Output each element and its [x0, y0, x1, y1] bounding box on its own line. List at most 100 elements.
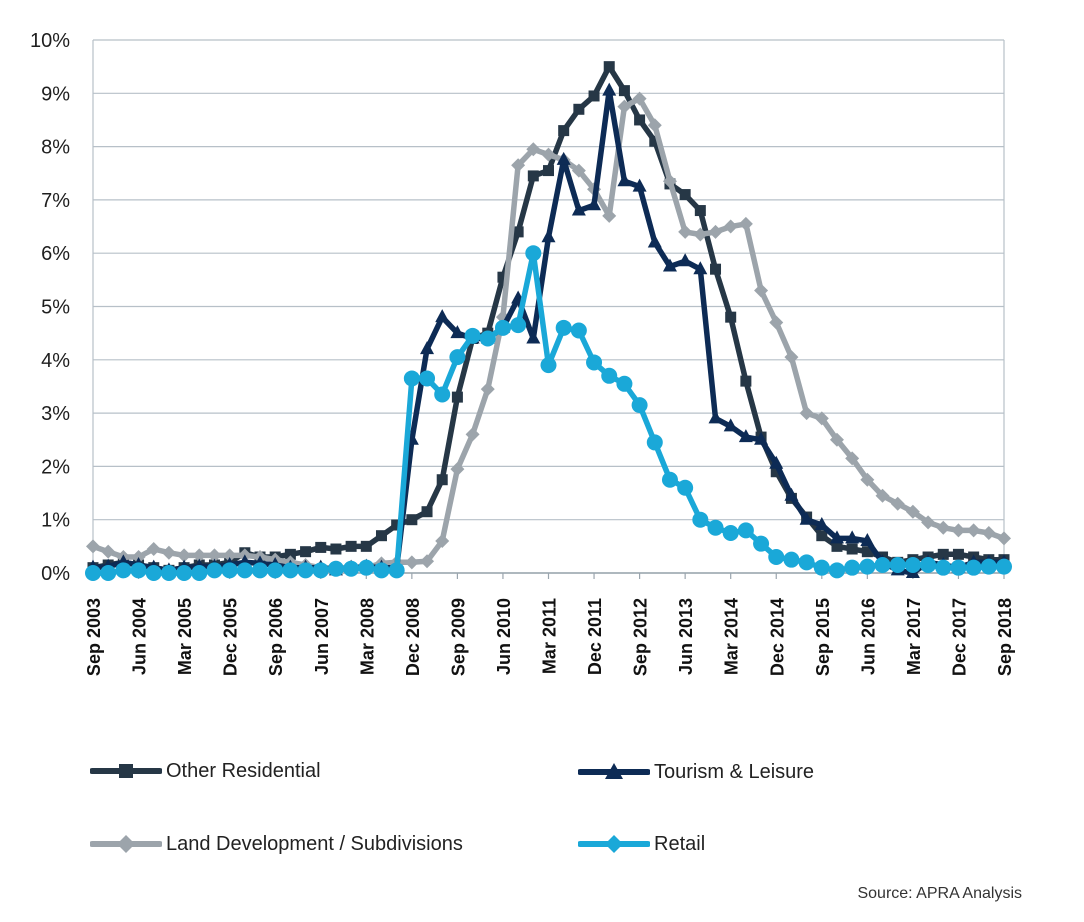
- data-point: [632, 91, 647, 106]
- data-point: [708, 224, 723, 239]
- data-point: [828, 562, 845, 579]
- legend-swatch-other-residential: [90, 764, 162, 778]
- data-point: [692, 511, 709, 528]
- data-point: [814, 517, 829, 531]
- data-point: [937, 548, 949, 560]
- data-point: [647, 234, 662, 248]
- data-point: [723, 418, 738, 432]
- data-point: [177, 548, 192, 563]
- y-tick-label: 6%: [41, 243, 70, 265]
- x-tick-label: Mar 2005: [175, 598, 195, 675]
- y-tick-label: 1%: [41, 510, 70, 532]
- y-tick-label: 7%: [41, 190, 70, 212]
- source-note: Source: APRA Analysis: [857, 885, 1022, 902]
- data-point: [540, 357, 557, 374]
- data-point: [588, 90, 600, 102]
- data-point: [421, 506, 433, 518]
- data-point: [526, 142, 541, 157]
- data-point: [754, 431, 769, 445]
- data-point: [831, 540, 843, 552]
- data-point: [632, 178, 647, 192]
- x-tick-label: Jun 2007: [312, 598, 332, 675]
- data-point: [935, 559, 952, 576]
- data-point: [115, 562, 132, 579]
- data-point: [980, 558, 997, 575]
- data-point: [420, 554, 435, 569]
- data-point: [267, 562, 284, 579]
- data-point: [647, 118, 662, 133]
- legend-item-land-development[interactable]: Land Development / Subdivisions: [90, 830, 463, 858]
- data-point: [451, 391, 463, 403]
- data-point: [587, 197, 602, 211]
- data-point: [571, 202, 586, 216]
- data-point: [100, 565, 117, 581]
- data-point: [570, 322, 587, 339]
- legend-swatch-land-development: [90, 835, 162, 853]
- data-point: [479, 330, 496, 347]
- data-point: [784, 487, 799, 501]
- data-point: [708, 410, 723, 424]
- data-point: [965, 559, 982, 576]
- data-point: [769, 315, 784, 330]
- data-point: [679, 189, 691, 201]
- data-point: [693, 227, 708, 242]
- data-point: [511, 158, 526, 173]
- data-point: [936, 520, 951, 535]
- data-point: [798, 554, 815, 571]
- data-point: [252, 562, 269, 579]
- legend-item-tourism-leisure[interactable]: Tourism & Leisure: [578, 758, 814, 786]
- data-point: [617, 173, 632, 187]
- data-point: [631, 397, 648, 414]
- data-point: [327, 560, 344, 577]
- data-point: [464, 327, 481, 344]
- data-point: [950, 559, 967, 576]
- data-point: [373, 562, 390, 579]
- data-point: [829, 432, 844, 447]
- data-point: [784, 350, 799, 365]
- data-point: [360, 540, 372, 552]
- data-point: [951, 523, 966, 538]
- data-point: [494, 319, 511, 336]
- series-lines: [85, 61, 1012, 581]
- data-point: [480, 382, 495, 397]
- legend-item-other-residential[interactable]: Other Residential: [90, 757, 321, 785]
- data-point: [465, 427, 480, 442]
- data-point: [206, 562, 223, 579]
- data-point: [603, 61, 615, 73]
- data-point: [845, 530, 860, 544]
- data-point: [541, 147, 556, 162]
- data-point: [375, 530, 387, 542]
- x-tick-label: Sep 2015: [813, 598, 833, 676]
- data-point: [952, 548, 964, 560]
- legend-swatch-retail: [578, 835, 650, 853]
- data-point: [284, 548, 296, 560]
- data-point: [419, 370, 436, 387]
- data-point: [890, 496, 905, 511]
- data-point: [312, 562, 329, 579]
- data-point: [300, 546, 312, 558]
- data-point: [649, 135, 661, 147]
- data-point: [693, 261, 708, 275]
- data-point: [221, 562, 238, 579]
- data-point: [769, 455, 784, 469]
- data-point: [527, 170, 539, 182]
- x-tick-label: Jun 2013: [676, 598, 696, 675]
- data-point: [723, 219, 738, 234]
- data-point: [921, 515, 936, 530]
- data-point: [874, 557, 891, 574]
- data-point: [191, 565, 208, 581]
- data-point: [436, 474, 448, 486]
- data-point: [845, 451, 860, 466]
- data-point: [860, 533, 875, 547]
- data-point: [192, 548, 207, 563]
- y-tick-label: 10%: [30, 30, 70, 52]
- data-point: [435, 309, 450, 323]
- data-point: [541, 229, 556, 243]
- data-point: [677, 479, 694, 496]
- data-point: [860, 472, 875, 487]
- data-point: [161, 545, 176, 560]
- data-point: [770, 466, 782, 478]
- x-tick-label: Dec 2017: [949, 598, 969, 676]
- legend-item-retail[interactable]: Retail: [578, 830, 705, 858]
- data-point: [526, 330, 541, 344]
